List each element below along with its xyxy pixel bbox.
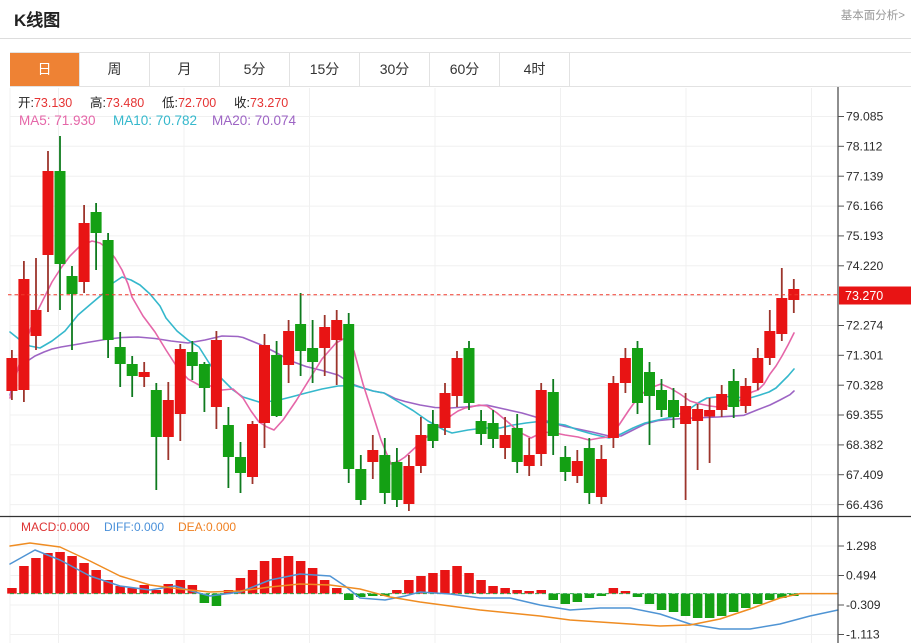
svg-text:75.193: 75.193: [846, 229, 883, 243]
svg-text:76.166: 76.166: [846, 199, 883, 213]
svg-text:79.085: 79.085: [846, 110, 883, 124]
svg-text:-0.309: -0.309: [846, 598, 881, 612]
svg-text:71.301: 71.301: [846, 349, 883, 363]
svg-text:66.436: 66.436: [846, 498, 883, 512]
svg-text:69.355: 69.355: [846, 408, 883, 422]
svg-text:-1.113: -1.113: [846, 628, 880, 642]
svg-text:68.382: 68.382: [846, 438, 883, 452]
svg-text:78.112: 78.112: [846, 140, 883, 154]
svg-text:74.220: 74.220: [846, 259, 883, 273]
svg-text:73.270: 73.270: [845, 289, 883, 303]
svg-text:67.409: 67.409: [846, 468, 883, 482]
svg-text:77.139: 77.139: [846, 169, 883, 183]
svg-text:72.274: 72.274: [846, 319, 883, 333]
svg-text:1.298: 1.298: [846, 539, 877, 553]
svg-text:0.494: 0.494: [846, 569, 877, 583]
svg-text:70.328: 70.328: [846, 378, 883, 392]
